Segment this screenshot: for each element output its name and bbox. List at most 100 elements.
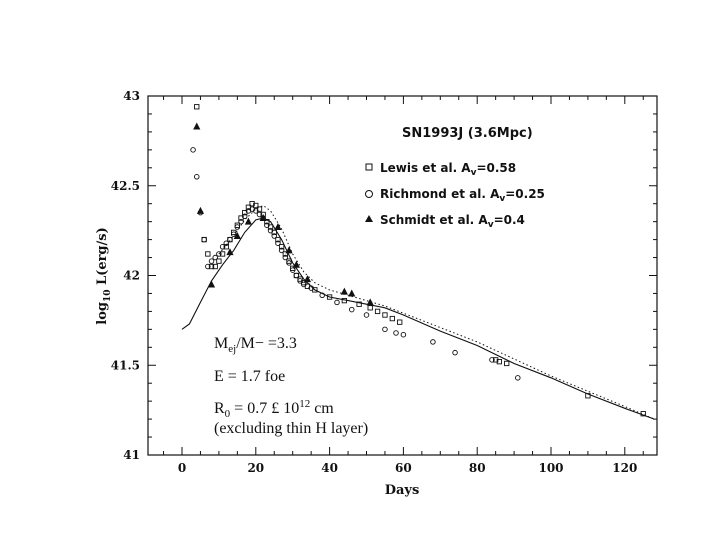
point-richmond [286, 260, 292, 266]
y-tick-label: 41.5 [111, 358, 140, 372]
axis-ticks [148, 95, 657, 456]
legend-entry-richmond: Richmond et al. Av=0.25 [380, 187, 545, 204]
point-lewis [282, 251, 288, 257]
point-schmidt [348, 289, 356, 297]
point-lewis [504, 360, 510, 367]
point-richmond [308, 285, 314, 291]
point-schmidt [292, 260, 300, 268]
point-richmond [190, 147, 196, 153]
point-schmidt [285, 246, 293, 254]
annotation-radius-tail: cm [310, 400, 334, 417]
point-richmond [275, 240, 281, 246]
annotation-radius-sub: 0 [225, 408, 231, 420]
point-richmond [430, 339, 436, 345]
point-lewis [208, 263, 215, 270]
point-richmond [208, 258, 215, 264]
annotation-radius-sup: 12 [299, 398, 310, 410]
point-richmond [230, 231, 237, 237]
model-curve-dotted [218, 204, 655, 420]
point-lewis [389, 315, 395, 322]
point-richmond [223, 240, 230, 246]
point-richmond [515, 375, 521, 381]
point-richmond [216, 251, 222, 257]
point-lewis [278, 244, 285, 250]
point-richmond [334, 299, 340, 306]
legend-richmond-text: Richmond et al. A [380, 187, 500, 201]
point-richmond [297, 278, 303, 284]
point-lewis [297, 276, 303, 282]
point-lewis [286, 258, 292, 264]
point-schmidt [233, 232, 241, 240]
y-tick-label: 43 [123, 89, 140, 103]
annotation-radius-main: R [214, 400, 225, 417]
annotation-mass-tail: /M− =3.3 [236, 335, 297, 352]
point-lewis [496, 359, 502, 365]
point-richmond [194, 174, 200, 180]
point-schmidt [274, 223, 282, 231]
annotation-radius: R0 = 0.7 £ 1012 cm [214, 398, 334, 420]
point-lewis [234, 222, 240, 228]
point-lewis [223, 244, 229, 250]
point-lewis [356, 301, 362, 307]
x-axis-label: Days [385, 483, 420, 498]
y-tick-label: 42 [123, 269, 140, 283]
point-richmond [319, 292, 325, 298]
point-lewis [585, 393, 591, 399]
y-axis-label-sub: 10 [103, 290, 113, 303]
legend-marker-triangle [365, 215, 373, 222]
x-tick-label: 120 [612, 461, 637, 475]
data-points [190, 104, 646, 417]
point-schmidt [207, 280, 216, 288]
legend-richmond-sub: v [499, 194, 505, 204]
point-richmond [253, 208, 259, 214]
point-richmond [201, 236, 207, 243]
y-tick-label: 42.5 [111, 179, 140, 193]
point-lewis [231, 229, 237, 236]
legend-marker-circle [365, 190, 373, 198]
point-lewis [640, 411, 646, 417]
point-schmidt [193, 122, 201, 130]
point-lewis [374, 308, 381, 315]
x-tick-label: 80 [469, 461, 486, 475]
point-richmond [382, 326, 388, 333]
point-richmond [212, 254, 218, 261]
legend-entry-schmidt: Schmidt et al. Av=0.4 [380, 213, 525, 230]
point-richmond [278, 247, 285, 254]
point-lewis [212, 263, 218, 270]
point-schmidt [226, 248, 234, 256]
point-schmidt [340, 287, 348, 295]
x-tick-label: 60 [395, 461, 412, 475]
point-schmidt [244, 217, 253, 225]
point-richmond [489, 357, 495, 363]
point-schmidt [366, 298, 374, 306]
point-lewis [264, 218, 270, 225]
point-richmond [363, 312, 370, 318]
point-richmond [348, 306, 355, 313]
y-axis-label-rest: L(erg/s) [95, 227, 110, 289]
legend-lewis-sub: v [471, 168, 477, 178]
point-richmond [234, 224, 241, 230]
x-tick-label: 0 [178, 461, 186, 475]
legend-schmidt-text: Schmidt et al. A [380, 213, 488, 227]
legend-entry-lewis: Lewis et al. Av=0.58 [380, 161, 516, 178]
legend-lewis-text: Lewis et al. A [380, 161, 471, 175]
y-axis-label-main: log [95, 302, 110, 325]
point-lewis [275, 236, 281, 243]
point-richmond [238, 218, 244, 225]
point-lewis [367, 305, 373, 311]
annotation-energy: E = 1.7 foe [214, 368, 285, 385]
point-richmond [301, 281, 307, 288]
point-lewis [326, 294, 333, 300]
annotation-mass: Mej/M− =3.3 [214, 335, 297, 355]
legend: Lewis et al. Av=0.58 Richmond et al. Av=… [365, 161, 545, 230]
point-lewis [397, 319, 403, 325]
x-tick-label: 100 [538, 461, 563, 475]
point-lewis [290, 265, 296, 271]
point-richmond [400, 331, 407, 338]
legend-marker-square [365, 163, 373, 171]
point-richmond [271, 233, 278, 239]
x-tick-label: 20 [247, 461, 264, 475]
